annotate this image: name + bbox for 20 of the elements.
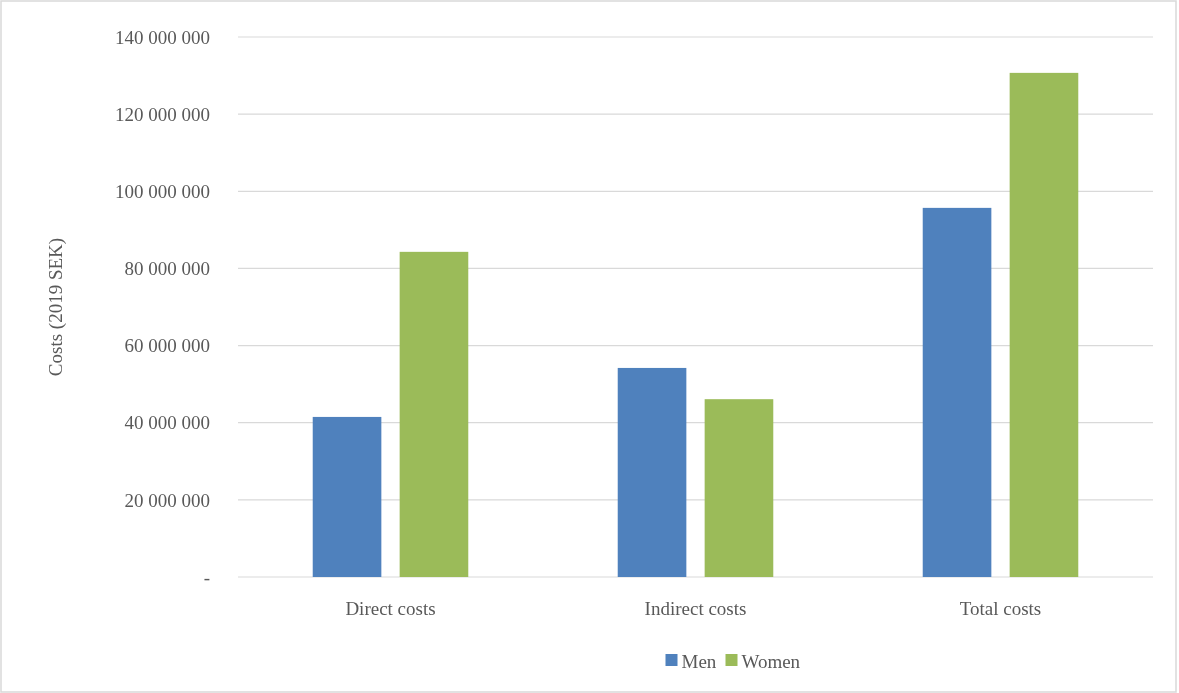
bar <box>399 251 469 577</box>
y-tick-label: 140 000 000 <box>115 26 210 48</box>
y-tick-label: 60 000 000 <box>124 335 210 357</box>
bar <box>617 367 687 577</box>
bar <box>312 416 382 577</box>
x-tick-label: Direct costs <box>345 598 436 619</box>
x-tick-label: Indirect costs <box>644 598 747 619</box>
y-tick-label: - <box>203 566 210 588</box>
legend-label: Women <box>741 650 801 672</box>
y-tick-label: 40 000 000 <box>124 412 210 434</box>
bar <box>1009 72 1079 577</box>
y-axis-title: Costs (2019 SEK) <box>45 237 67 377</box>
x-tick-label: Total costs <box>959 598 1042 619</box>
bar <box>922 207 992 577</box>
y-tick-label: 100 000 000 <box>115 180 210 202</box>
y-tick-label: 20 000 000 <box>124 489 210 511</box>
legend-label: Men <box>681 650 717 672</box>
bar <box>704 399 774 577</box>
y-tick-label: 120 000 000 <box>115 103 210 125</box>
y-tick-label: 80 000 000 <box>124 258 210 280</box>
